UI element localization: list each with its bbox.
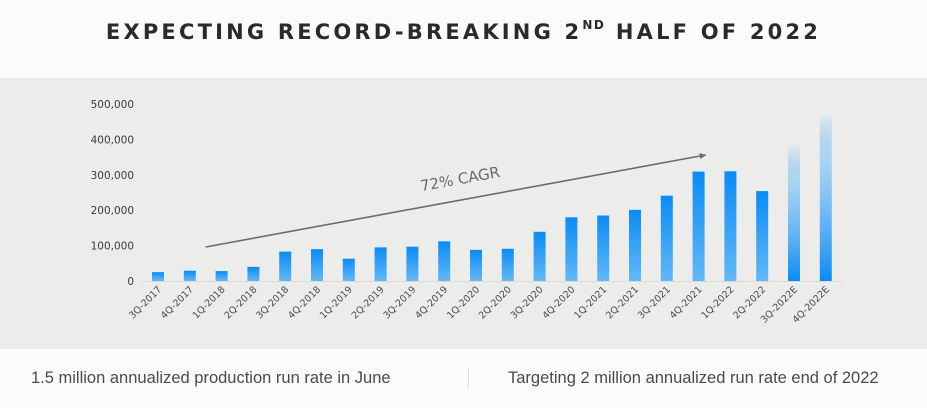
x-tick-label: 3Q-2021 xyxy=(636,284,673,321)
y-axis: 0 100,000 200,000 300,000 400,000 500,000 xyxy=(91,99,134,288)
bar xyxy=(629,209,641,281)
x-tick-label: 3Q-2018 xyxy=(254,284,291,321)
cagr-label: 72% CAGR xyxy=(419,163,502,195)
bar xyxy=(215,271,228,281)
bar xyxy=(374,247,387,281)
trend-arrow xyxy=(205,153,707,248)
footer-right-text: Targeting 2 million annualized run rate … xyxy=(508,369,879,387)
footer-divider xyxy=(468,367,469,389)
bar xyxy=(660,195,673,281)
bar xyxy=(533,231,546,281)
bar xyxy=(183,270,196,281)
x-tick-label: 3Q-2017 xyxy=(127,284,164,321)
bar xyxy=(692,171,705,281)
x-tick-label: 2Q-2021 xyxy=(604,284,641,321)
bar xyxy=(311,249,323,281)
title-superscript: ND xyxy=(582,18,606,32)
y-tick-label: 100,000 xyxy=(91,241,134,253)
x-tick-label: 1Q-2018 xyxy=(191,284,228,321)
x-tick-label: 4Q-2021 xyxy=(668,284,705,321)
bar xyxy=(279,251,292,281)
x-axis: 3Q-20174Q-20171Q-20182Q-20183Q-20184Q-20… xyxy=(127,284,832,325)
bar xyxy=(152,272,164,281)
footer: 1.5 million annualized production run ra… xyxy=(0,349,927,408)
x-tick-label: 4Q-2017 xyxy=(159,284,196,321)
page-title: EXPECTING RECORD-BREAKING 2ND HALF OF 20… xyxy=(0,18,927,44)
y-tick-label: 200,000 xyxy=(91,205,134,217)
x-tick-label: 1Q-2021 xyxy=(572,284,609,321)
bar xyxy=(406,246,419,281)
bar xyxy=(597,215,610,281)
y-tick-label: 0 xyxy=(127,276,134,288)
x-tick-label: 4Q-2018 xyxy=(286,284,323,321)
bar-estimated xyxy=(819,113,832,281)
x-tick-label: 4Q-2020 xyxy=(540,284,577,321)
footer-left-text: 1.5 million annualized production run ra… xyxy=(31,369,391,387)
x-tick-label: 4Q-2019 xyxy=(413,284,450,321)
bar xyxy=(342,258,355,281)
x-tick-label: 1Q-2019 xyxy=(318,284,355,321)
y-tick-label: 300,000 xyxy=(91,170,134,182)
bar xyxy=(247,266,260,281)
bar xyxy=(565,217,578,281)
bars-group xyxy=(152,113,832,281)
bar xyxy=(470,249,482,281)
y-tick-label: 400,000 xyxy=(91,134,134,146)
bar xyxy=(438,241,451,281)
y-tick-label: 500,000 xyxy=(91,99,134,111)
x-tick-label: 2Q-2020 xyxy=(477,284,514,321)
x-tick-label: 2Q-2019 xyxy=(350,284,387,321)
title-text: EXPECTING RECORD-BREAKING 2 xyxy=(105,20,583,44)
bar xyxy=(724,171,737,281)
x-tick-label: 1Q-2020 xyxy=(445,284,482,321)
bar xyxy=(501,248,514,281)
x-tick-label: 3Q-2020 xyxy=(509,284,546,321)
chart-background xyxy=(0,78,927,349)
bar xyxy=(756,191,769,281)
bar-estimated xyxy=(788,143,800,281)
x-tick-label: 1Q-2022 xyxy=(699,284,736,321)
x-tick-label: 3Q-2019 xyxy=(381,284,418,321)
title-suffix: HALF OF 2022 xyxy=(605,20,822,44)
x-tick-label: 2Q-2018 xyxy=(222,284,259,321)
